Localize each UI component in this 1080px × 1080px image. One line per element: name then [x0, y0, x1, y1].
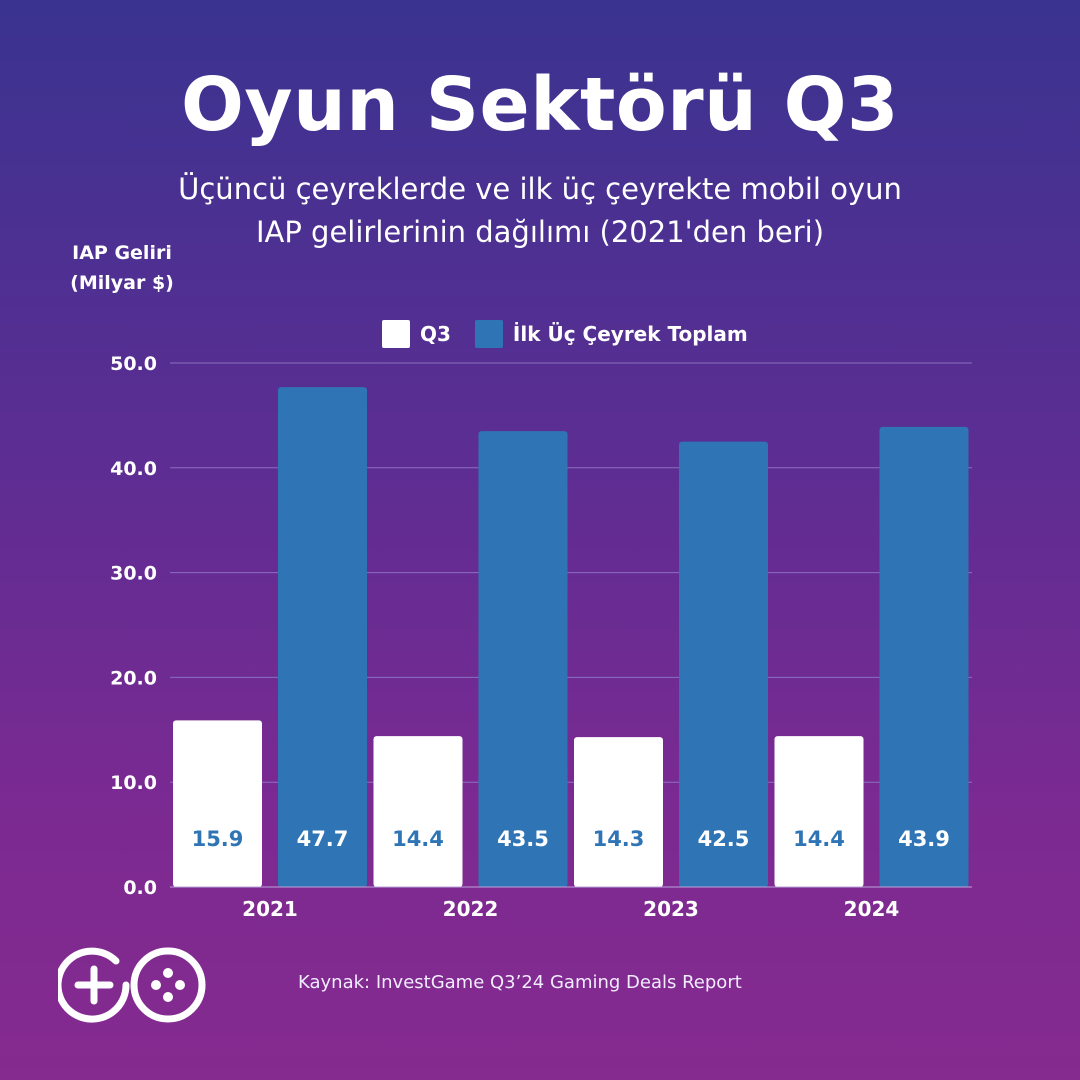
bar-total: [679, 441, 768, 887]
y-tick-label: 50.0: [110, 353, 157, 375]
x-tick-label: 2021: [242, 897, 298, 921]
legend-item-total: İlk Üç Çeyrek Toplam: [474, 320, 748, 348]
data-label-q3: 14.3: [593, 827, 645, 851]
y-tick-label: 30.0: [110, 563, 157, 585]
x-tick-label: 2024: [844, 897, 900, 921]
y-axis-label-line-1: IAP Geliri: [72, 242, 172, 264]
subtitle-line-1: Üçüncü çeyreklerde ve ilk üç çeyrekte mo…: [178, 172, 902, 206]
x-tick-label: 2022: [443, 897, 499, 921]
y-tick-label: 10.0: [110, 772, 157, 794]
data-label-q3: 15.9: [192, 827, 244, 851]
gamepad-go-logo: [54, 940, 208, 1034]
data-label-total: 42.5: [698, 827, 750, 851]
data-label-total: 43.9: [898, 827, 950, 851]
legend-swatch-q3: [382, 320, 410, 348]
gamepad-go-icon: [54, 947, 206, 1023]
data-label-total: 47.7: [297, 827, 349, 851]
x-tick-label: 2023: [643, 897, 699, 921]
subtitle-line-2: IAP gelirlerinin dağılımı (2021'den beri…: [255, 215, 825, 249]
source-note: Kaynak: InvestGame Q3’24 Gaming Deals Re…: [298, 972, 742, 993]
bar-q3: [574, 737, 663, 887]
bar-q3: [774, 736, 864, 887]
legend-swatch-total: [474, 320, 503, 348]
chart-subtitle: Üçüncü çeyreklerde ve ilk üç çeyrekte mo…: [90, 168, 990, 254]
data-label-total: 43.5: [497, 827, 549, 851]
chart-title: Oyun Sektörü Q3: [180, 62, 899, 148]
data-label-q3: 14.4: [793, 827, 845, 851]
chart-legend: Q3 İlk Üç Çeyrek Toplam: [382, 320, 772, 348]
legend-label-q3: Q3: [420, 322, 451, 346]
bar-q3: [173, 720, 262, 887]
y-tick-label: 0.0: [123, 877, 157, 899]
bar-total: [478, 431, 568, 887]
bar-q3: [373, 736, 463, 887]
y-axis-label: IAP Geliri (Milyar $): [52, 238, 192, 298]
y-tick-label: 20.0: [110, 667, 157, 689]
bar-total: [278, 387, 367, 887]
y-axis-label-line-2: (Milyar $): [70, 272, 174, 294]
bar-total: [879, 426, 969, 887]
y-tick-label: 40.0: [110, 458, 157, 480]
data-label-q3: 14.4: [392, 827, 444, 851]
legend-label-total: İlk Üç Çeyrek Toplam: [512, 322, 748, 346]
legend-item-q3: Q3: [382, 320, 451, 348]
